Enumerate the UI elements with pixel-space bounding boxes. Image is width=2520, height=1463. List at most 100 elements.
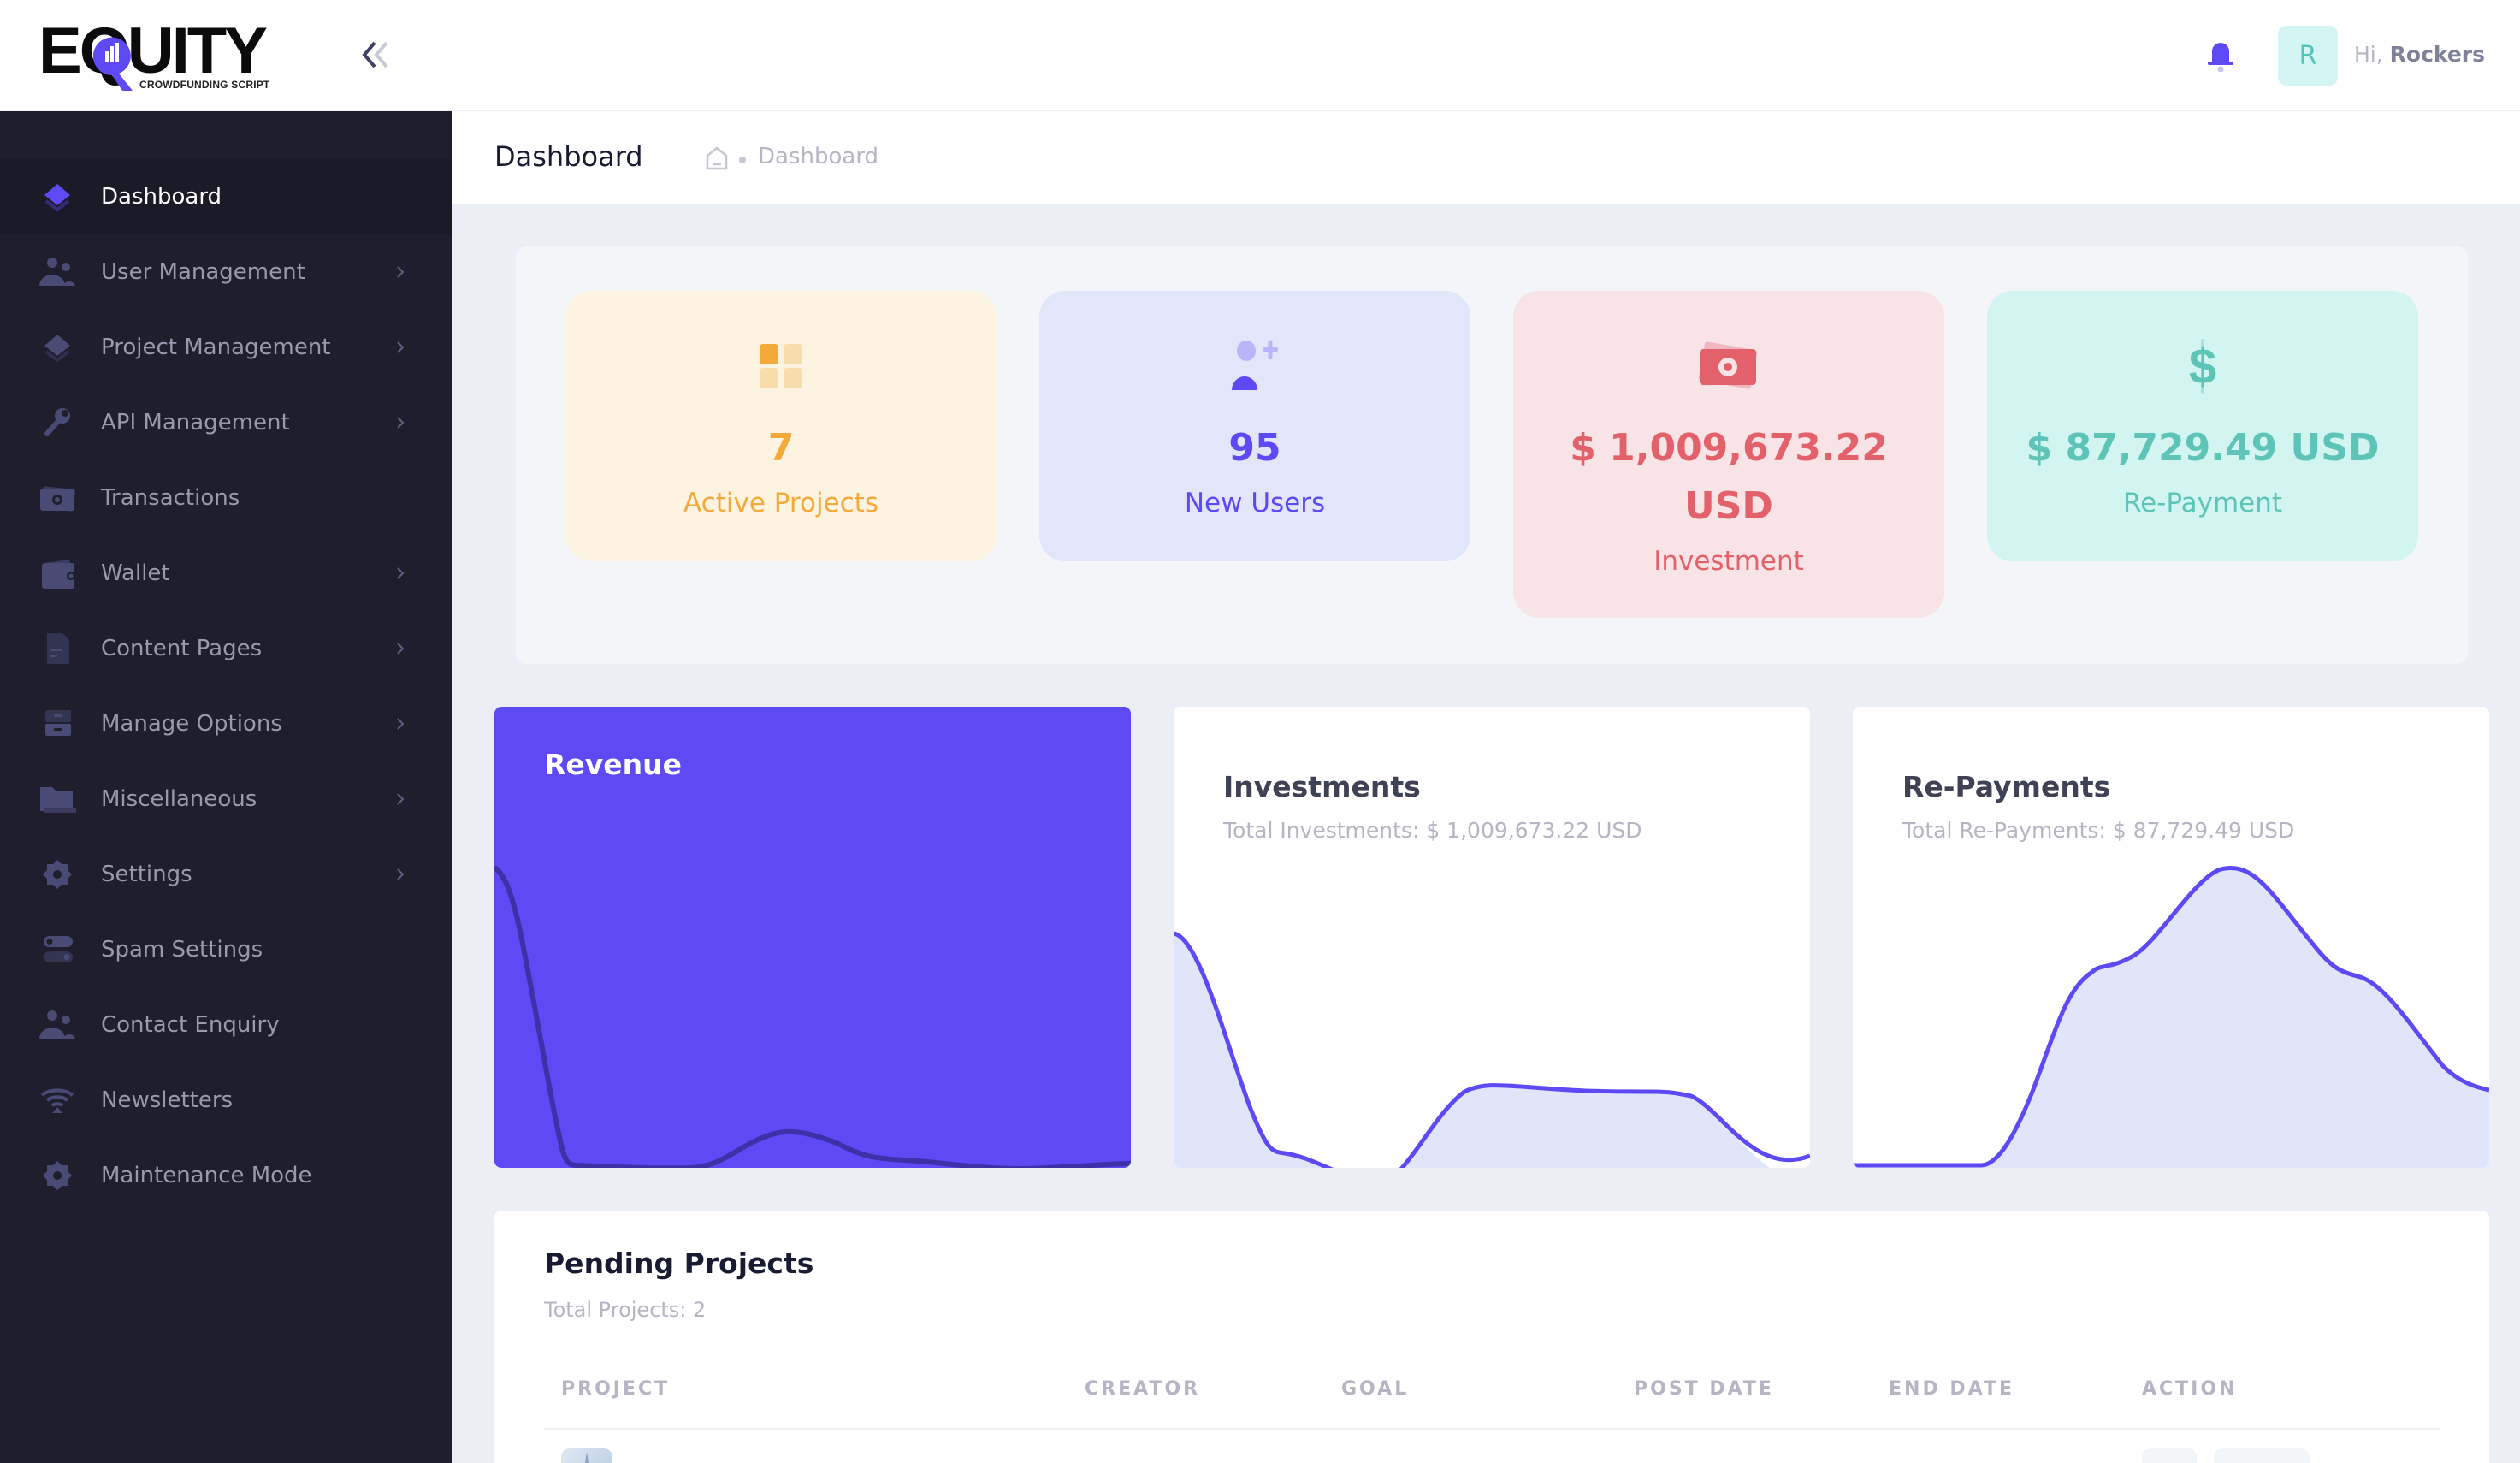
money-icon [1513, 341, 1944, 392]
chart-subtitle: Total Re-Payments: $ 87,729.49 USD [1902, 818, 2295, 843]
svg-text:$: $ [2189, 339, 2216, 394]
page-title: Dashboard [494, 140, 643, 173]
sidebar-item-maintenance-mode[interactable]: Maintenance Mode [0, 1138, 452, 1213]
chart-title: Investments [1223, 770, 1421, 803]
users-icon [38, 255, 77, 289]
stat-card-new-users[interactable]: 95 New Users [1039, 291, 1470, 561]
stat-label: Investment [1653, 546, 1804, 577]
sidebar-item-content-pages[interactable]: Content Pages [0, 611, 452, 686]
broadcast-icon [38, 1083, 77, 1117]
table-header-divider [544, 1428, 2440, 1430]
stat-card-investment[interactable]: $ 1,009,673.22 USD Investment [1513, 291, 1944, 618]
chevron-right-icon [397, 718, 405, 730]
double-chevron-left-icon [362, 41, 388, 68]
chevron-right-icon [397, 793, 405, 805]
sidebar-item-spam-settings[interactable]: Spam Settings [0, 912, 452, 987]
breadcrumb-separator [739, 157, 746, 163]
stat-label: Re-Payment [2122, 488, 2283, 518]
gear-icon [38, 1158, 77, 1193]
add-user-icon [1039, 341, 1470, 392]
column-header-goal[interactable]: GOAL [1341, 1378, 1410, 1400]
repayments-chart-card: Re-Payments Total Re-Payments: $ 87,729.… [1853, 707, 2489, 1168]
delete-button[interactable] [2255, 1448, 2310, 1463]
wallet-icon [38, 556, 77, 590]
sidebar-item-wallet[interactable]: Wallet [0, 536, 452, 611]
gear-icon [38, 857, 77, 891]
chevron-right-icon [397, 868, 405, 880]
stat-label: Active Projects [683, 488, 878, 518]
layers-icon [38, 330, 77, 364]
breadcrumb-item[interactable]: Dashboard [758, 144, 879, 169]
stat-value: $ 87,729.49 USD [2026, 426, 2380, 470]
stat-value: $ 1,009,673.22 [1570, 426, 1888, 470]
sidebar-item-label: Miscellaneous [101, 786, 257, 812]
sidebar-item-label: API Management [101, 410, 290, 435]
column-header-action[interactable]: ACTION [2142, 1378, 2238, 1400]
toggle-icon [38, 933, 77, 967]
sidebar-item-label: Maintenance Mode [101, 1163, 312, 1188]
sidebar-item-settings[interactable]: Settings [0, 837, 452, 912]
repayments-area-chart[interactable] [1853, 707, 2489, 1168]
sidebar-item-label: Spam Settings [101, 937, 263, 962]
folder-icon [38, 782, 77, 816]
page-subheader: Dashboard Dashboard [452, 111, 2520, 204]
section-title: Pending Projects [544, 1247, 814, 1280]
sidebar-item-label: Project Management [101, 335, 331, 360]
sidebar: Dashboard User Management Project Manage… [0, 111, 452, 1463]
dollar-icon: $ [1987, 339, 2418, 394]
stat-value: 7 [767, 426, 795, 470]
sidebar-item-label: Contact Enquiry [101, 1012, 280, 1038]
logo[interactable]: EQUITY CROWDFUNDING SCRIPT [38, 19, 291, 92]
column-header-end-date[interactable]: END DATE [1889, 1378, 2014, 1400]
sidebar-item-user-management[interactable]: User Management [0, 234, 452, 310]
logo-text: EQUITY [38, 15, 268, 87]
avatar[interactable]: R [2278, 26, 2338, 86]
sidebar-item-label: Dashboard [101, 184, 222, 210]
stats-panel: 7 Active Projects 95 New Users $ 1,009,6… [516, 246, 2468, 664]
sidebar-item-label: Newsletters [101, 1087, 234, 1113]
bell-icon [2208, 43, 2233, 73]
logo-subtitle: CROWDFUNDING SCRIPT [139, 79, 270, 91]
home-icon[interactable] [705, 145, 729, 171]
stat-value-currency: USD [1684, 484, 1773, 528]
column-header-project[interactable]: PROJECT [561, 1378, 671, 1400]
sidebar-item-manage-options[interactable]: Manage Options [0, 686, 452, 761]
user-greeting[interactable]: Hi, Rockers [2354, 39, 2485, 70]
column-header-post-date[interactable]: POST DATE [1634, 1378, 1774, 1400]
column-header-creator[interactable]: CREATOR [1085, 1378, 1201, 1400]
stat-card-active-projects[interactable]: 7 Active Projects [565, 291, 997, 561]
layers-icon [38, 180, 77, 214]
stat-card-repayment[interactable]: $ $ 87,729.49 USD Re-Payment [1987, 291, 2418, 561]
stat-value: 95 [1228, 426, 1281, 470]
sidebar-item-newsletters[interactable]: Newsletters [0, 1063, 452, 1138]
sidebar-collapse-button[interactable] [358, 38, 395, 72]
notifications-button[interactable] [2204, 38, 2238, 73]
investments-area-chart[interactable] [1174, 707, 1810, 1168]
chart-title: Revenue [544, 748, 683, 781]
chevron-right-icon [397, 567, 405, 579]
user-name: Rockers [2389, 42, 2486, 67]
sidebar-item-api-management[interactable]: API Management [0, 385, 452, 460]
sidebar-item-project-management[interactable]: Project Management [0, 310, 452, 385]
archive-icon [38, 707, 77, 741]
chevron-right-icon [397, 266, 405, 278]
users-icon [38, 1008, 77, 1042]
sidebar-item-label: Manage Options [101, 711, 282, 737]
project-thumbnail[interactable] [561, 1448, 612, 1463]
revenue-chart-card: Revenue [494, 707, 1131, 1168]
document-icon [38, 631, 77, 666]
revenue-area-chart[interactable] [494, 707, 1131, 1168]
sidebar-item-transactions[interactable]: Transactions [0, 460, 452, 536]
investments-chart-card: Investments Total Investments: $ 1,009,6… [1174, 707, 1810, 1168]
sidebar-item-contact-enquiry[interactable]: Contact Enquiry [0, 987, 452, 1063]
view-button[interactable] [2142, 1448, 2197, 1463]
grid-icon [565, 341, 997, 392]
greeting-prefix: Hi, [2354, 42, 2383, 67]
avatar-initial: R [2298, 40, 2317, 71]
chevron-right-icon [397, 643, 405, 654]
chevron-right-icon [397, 417, 405, 429]
sidebar-item-miscellaneous[interactable]: Miscellaneous [0, 761, 452, 837]
sidebar-item-dashboard[interactable]: Dashboard [0, 159, 452, 234]
sidebar-item-label: Transactions [101, 485, 240, 511]
chart-title: Re-Payments [1902, 770, 2111, 803]
